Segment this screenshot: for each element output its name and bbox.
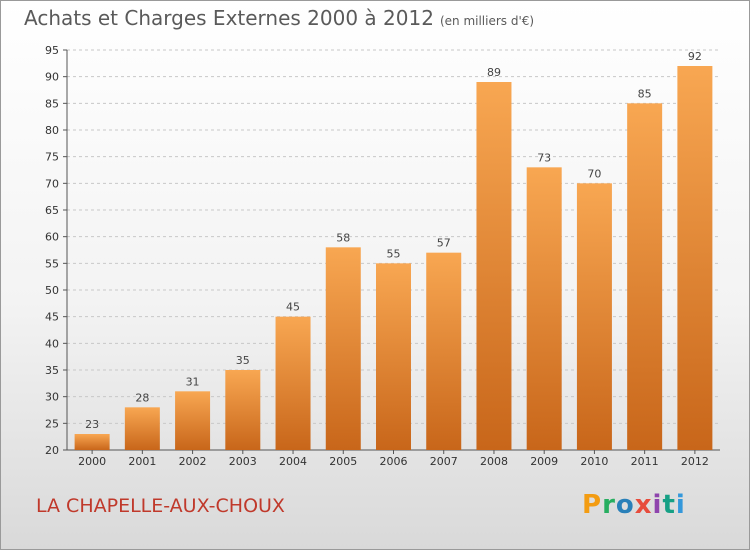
chart-subtitle: (en milliers d'€) [439, 14, 535, 28]
x-tick-label-2009: 2009 [530, 455, 558, 468]
x-tick-label-2004: 2004 [279, 455, 307, 468]
y-tick-label: 60 [45, 231, 59, 244]
bar-2012 [677, 66, 713, 450]
y-tick-label: 80 [45, 124, 59, 137]
bar-2005 [325, 247, 361, 450]
x-tick-label-2002: 2002 [179, 455, 207, 468]
chart-title-text: Achats et Charges Externes 2000 à 2012 [24, 6, 434, 30]
bar-2009 [526, 167, 562, 451]
x-tick-label-2008: 2008 [480, 455, 508, 468]
y-tick-label: 90 [45, 71, 59, 84]
y-tick-label: 75 [45, 151, 59, 164]
x-tick-label-2005: 2005 [329, 455, 357, 468]
y-tick-label: 45 [45, 311, 59, 324]
bar-2008 [476, 82, 512, 450]
y-tick-label: 30 [45, 391, 59, 404]
bar-2011 [627, 103, 663, 450]
place-name: LA CHAPELLE-AUX-CHOUX [36, 495, 285, 517]
x-tick-label-2006: 2006 [380, 455, 408, 468]
data-label-2004: 45 [286, 301, 300, 314]
y-tick-label: 95 [45, 44, 59, 57]
y-tick-label: 25 [45, 417, 59, 430]
data-label-2012: 92 [688, 50, 702, 63]
data-label-2009: 73 [537, 151, 551, 164]
x-tick-label-2010: 2010 [580, 455, 608, 468]
bar-2007 [426, 252, 462, 450]
x-tick-label-2000: 2000 [78, 455, 106, 468]
y-tick-label: 65 [45, 204, 59, 217]
bar-2002 [175, 391, 211, 450]
data-label-2001: 28 [135, 391, 149, 404]
bar-2010 [576, 183, 612, 451]
data-label-2007: 57 [437, 237, 451, 250]
y-tick-label: 55 [45, 257, 59, 270]
data-label-2000: 23 [85, 418, 99, 431]
data-label-2006: 55 [387, 247, 401, 260]
data-label-2003: 35 [236, 354, 250, 367]
x-tick-label-2012: 2012 [681, 455, 709, 468]
bar-2001 [124, 407, 160, 450]
bar-2000 [74, 434, 110, 450]
bar-2003 [225, 370, 261, 450]
chart-title: Achats et Charges Externes 2000 à 2012 (e… [24, 6, 534, 30]
x-tick-label-2001: 2001 [128, 455, 156, 468]
labels: 2000 23 2001 28 2002 31 2003 35 2004 45 2005 58 2006… [78, 50, 709, 468]
bars [74, 66, 713, 451]
y-tick-label: 40 [45, 337, 59, 350]
x-tick-label-2011: 2011 [631, 455, 659, 468]
y-tick-label: 50 [45, 284, 59, 297]
bar-2006 [376, 263, 411, 450]
x-tick-label-2003: 2003 [229, 455, 257, 468]
data-label-2008: 89 [487, 66, 501, 79]
data-label-2011: 85 [638, 87, 652, 100]
bar-2004 [275, 316, 311, 450]
proxiti-logo: Proxiti [582, 490, 686, 520]
data-label-2002: 31 [186, 375, 200, 388]
y-tick-label: 20 [45, 444, 59, 457]
y-tick-label: 35 [45, 364, 59, 377]
x-tick-label-2007: 2007 [430, 455, 458, 468]
y-tick-label: 70 [45, 177, 59, 190]
data-label-2010: 70 [587, 167, 601, 180]
y-tick-label: 85 [45, 97, 59, 110]
data-label-2005: 58 [336, 231, 350, 244]
